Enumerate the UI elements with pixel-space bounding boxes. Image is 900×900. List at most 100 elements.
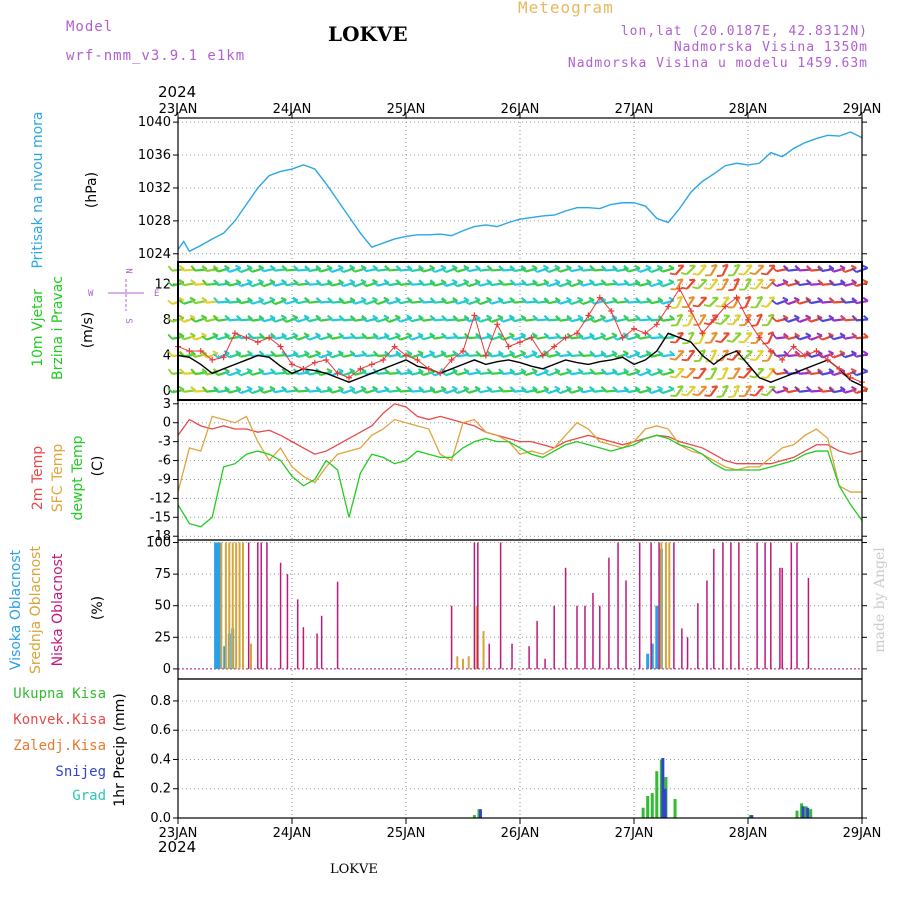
wind-barb-head bbox=[269, 314, 276, 320]
wind-barb-shaft bbox=[616, 352, 629, 359]
wind-barb-head bbox=[689, 264, 696, 267]
wind-barb-flag bbox=[372, 299, 379, 305]
wind-barb-shaft bbox=[675, 278, 684, 290]
wind-barb bbox=[486, 332, 504, 341]
wind-barb bbox=[235, 385, 253, 395]
wind-barb-flag bbox=[682, 342, 689, 345]
cloud-bar-low bbox=[599, 605, 601, 669]
wind-barb-shaft bbox=[662, 353, 675, 358]
wind-barb-flag bbox=[281, 368, 287, 375]
wind-barb-flag bbox=[715, 321, 722, 325]
wind-barb-head bbox=[676, 295, 683, 300]
wind-barb-flag bbox=[635, 297, 641, 304]
temp-line-2m bbox=[177, 403, 863, 465]
wind-barb-shaft bbox=[709, 264, 718, 276]
x-tick-label-top: 28JAN bbox=[729, 102, 768, 117]
wind-barb-head bbox=[850, 385, 857, 391]
wind-gust-marker bbox=[756, 334, 763, 341]
wind-barb-shaft bbox=[627, 370, 641, 377]
wind-barb-head bbox=[827, 350, 834, 355]
wind-barb-shaft bbox=[399, 334, 413, 341]
wind-barb-flag bbox=[407, 266, 413, 272]
wind-barb-flag bbox=[418, 334, 424, 340]
wind-barb-flag bbox=[350, 315, 356, 322]
wind-barb-flag bbox=[589, 265, 595, 271]
cloud-bar-low bbox=[576, 605, 578, 669]
wind-barb bbox=[851, 332, 869, 340]
wind-barb-shaft bbox=[559, 388, 572, 395]
wind-barb-flag bbox=[304, 297, 310, 304]
wind-barb-flag bbox=[554, 267, 561, 273]
wind-barb-head bbox=[746, 332, 752, 335]
wind-barb-flag bbox=[806, 368, 812, 375]
wind-barb-flag bbox=[693, 342, 700, 345]
wind-barb bbox=[749, 368, 765, 379]
wind-barb bbox=[704, 385, 719, 397]
wind-barb-flag bbox=[828, 315, 834, 322]
wind-barb-flag bbox=[350, 351, 356, 357]
cloud-bar-low bbox=[738, 542, 740, 669]
wind-barb-flag bbox=[213, 297, 219, 304]
wind-barb-head bbox=[281, 332, 288, 338]
wind-barb bbox=[657, 264, 675, 273]
wind-barb-flag bbox=[750, 306, 757, 309]
wind-barb-flag bbox=[817, 297, 823, 304]
wind-barb-head bbox=[463, 264, 470, 270]
wind-barb bbox=[269, 296, 287, 306]
wind-barb-flag bbox=[224, 267, 230, 273]
wind-barb bbox=[178, 314, 196, 323]
wind-barb-flag bbox=[201, 297, 207, 304]
wind-barb-flag bbox=[167, 368, 173, 375]
wind-barb bbox=[657, 278, 675, 288]
wind-barb-flag bbox=[680, 375, 688, 379]
wind-barb bbox=[681, 278, 696, 290]
wind-barb-flag bbox=[326, 387, 333, 394]
wind-barb-head bbox=[543, 385, 550, 391]
wind-barb-head bbox=[190, 350, 196, 356]
wind-barb-head bbox=[634, 350, 641, 355]
wind-barb-flag bbox=[475, 368, 481, 375]
wind-barb-head bbox=[757, 385, 764, 388]
wind-barb-flag bbox=[726, 322, 733, 326]
wind-barb-flag bbox=[828, 370, 835, 376]
wind-barb-flag bbox=[315, 279, 321, 286]
wind-barb-flag bbox=[703, 304, 710, 308]
wind-barb-head bbox=[733, 384, 740, 389]
wind-barb bbox=[634, 264, 652, 274]
wind-barb-flag bbox=[783, 350, 789, 357]
x-tick-label-top: 26JAN bbox=[501, 102, 540, 117]
wind-gust-marker bbox=[653, 321, 660, 328]
wind-barb-shaft bbox=[570, 317, 584, 323]
wind-barb-flag bbox=[178, 334, 185, 341]
wind-barb-flag bbox=[623, 370, 629, 376]
wind-barb bbox=[338, 385, 356, 395]
wind-barb-head bbox=[337, 367, 344, 373]
wind-barb-head bbox=[623, 264, 630, 270]
wind-barb-head bbox=[509, 368, 516, 374]
wind-barb-flag bbox=[475, 317, 481, 323]
wind-barb-flag bbox=[681, 286, 688, 290]
wind-barb-flag bbox=[293, 265, 299, 272]
wind-barb-head bbox=[600, 332, 607, 337]
wind-barb bbox=[178, 332, 196, 341]
wind-barb-flag bbox=[589, 351, 595, 358]
cloud-bar-low bbox=[764, 542, 766, 669]
wind-barb bbox=[235, 278, 253, 288]
wind-barb-head bbox=[566, 314, 573, 320]
wind-barb-head bbox=[782, 278, 789, 284]
wind-barb-shaft bbox=[217, 370, 230, 377]
wind-barb-head bbox=[394, 332, 401, 337]
wind-gust-marker bbox=[243, 334, 250, 341]
wind-barb-flag bbox=[589, 280, 595, 286]
wind-barb bbox=[463, 296, 481, 306]
x-tick-label-top: 25JAN bbox=[387, 102, 426, 117]
wind-barb-head bbox=[292, 332, 299, 337]
wind-barb-flag bbox=[657, 267, 664, 273]
wind-barb-flag bbox=[657, 388, 664, 394]
wind-barb-flag bbox=[452, 370, 458, 376]
wind-gust-marker bbox=[665, 303, 672, 310]
wind-barb bbox=[794, 314, 812, 323]
wind-barb-head bbox=[235, 367, 242, 373]
cloud-bar-low bbox=[528, 646, 530, 669]
wind-barb-flag bbox=[292, 352, 299, 358]
